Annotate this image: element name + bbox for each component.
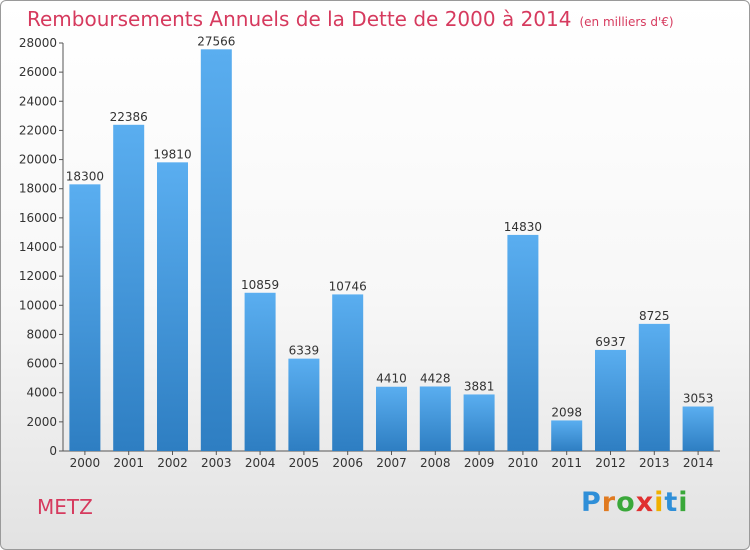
y-tick-label: 10000: [19, 298, 57, 312]
data-label: 10746: [329, 279, 367, 293]
logo-letter: o: [616, 487, 636, 518]
x-tick-label: 2005: [289, 456, 320, 470]
logo-letter: i: [654, 487, 665, 518]
bar: [551, 420, 583, 451]
data-label: 10859: [241, 278, 279, 292]
bar: [113, 124, 145, 451]
y-tick-label: 18000: [19, 182, 57, 196]
y-tick-label: 8000: [26, 327, 57, 341]
logo-letter: x: [635, 487, 655, 518]
data-label: 4410: [376, 372, 407, 386]
y-tick-label: 4000: [26, 386, 57, 400]
bar: [507, 234, 539, 451]
logo-letter: t: [664, 487, 679, 518]
x-tick-label: 2008: [420, 456, 451, 470]
x-tick-label: 2009: [464, 456, 495, 470]
x-tick-label: 2012: [595, 456, 626, 470]
data-label: 22386: [110, 110, 148, 124]
chart-unit: (en milliers d'€): [579, 15, 674, 29]
bar: [200, 49, 232, 451]
data-label: 27566: [197, 34, 235, 48]
proxiti-logo: Proxiti: [581, 487, 689, 518]
logo-letter: i: [678, 487, 689, 518]
y-tick-label: 22000: [19, 123, 57, 137]
x-tick-label: 2011: [551, 456, 582, 470]
bar: [682, 406, 714, 451]
bar: [157, 162, 188, 451]
bar: [69, 184, 101, 452]
chart-title-text: Remboursements Annuels de la Dette de 20…: [27, 7, 572, 31]
city-name: METZ: [37, 495, 93, 519]
bar: [244, 292, 276, 451]
bar: [419, 386, 451, 451]
data-label: 3881: [464, 379, 495, 393]
bar: [376, 386, 407, 451]
y-tick-label: 14000: [19, 240, 57, 254]
y-tick-label: 28000: [19, 36, 57, 50]
data-label: 4428: [420, 371, 451, 385]
bar: [463, 394, 495, 451]
y-tick-label: 0: [49, 444, 57, 458]
x-tick-label: 2010: [508, 456, 539, 470]
y-tick-label: 20000: [19, 153, 57, 167]
logo-letter: P: [581, 487, 602, 518]
x-tick-label: 2002: [157, 456, 188, 470]
bar: [288, 358, 320, 451]
data-label: 18300: [66, 169, 104, 183]
y-tick-label: 24000: [19, 94, 57, 108]
bar: [332, 294, 364, 451]
data-label: 3053: [683, 392, 714, 406]
bar: [638, 323, 670, 451]
bar: [595, 349, 626, 451]
x-tick-label: 2007: [376, 456, 407, 470]
y-tick-label: 12000: [19, 269, 57, 283]
data-label: 2098: [551, 405, 582, 419]
y-tick-label: 6000: [26, 357, 57, 371]
x-tick-label: 2003: [201, 456, 232, 470]
chart-title: Remboursements Annuels de la Dette de 20…: [27, 7, 674, 31]
x-tick-label: 2013: [639, 456, 670, 470]
data-label: 14830: [504, 220, 542, 234]
y-tick-label: 16000: [19, 211, 57, 225]
y-tick-label: 26000: [19, 65, 57, 79]
data-label: 8725: [639, 309, 670, 323]
logo-letter: r: [601, 487, 617, 518]
x-tick-label: 2001: [113, 456, 144, 470]
x-tick-label: 2006: [332, 456, 363, 470]
x-tick-label: 2014: [683, 456, 714, 470]
data-label: 6339: [289, 344, 320, 358]
data-label: 6937: [595, 335, 626, 349]
y-tick-label: 2000: [26, 415, 57, 429]
data-label: 19810: [153, 147, 191, 161]
x-tick-label: 2004: [245, 456, 276, 470]
x-tick-label: 2000: [70, 456, 101, 470]
